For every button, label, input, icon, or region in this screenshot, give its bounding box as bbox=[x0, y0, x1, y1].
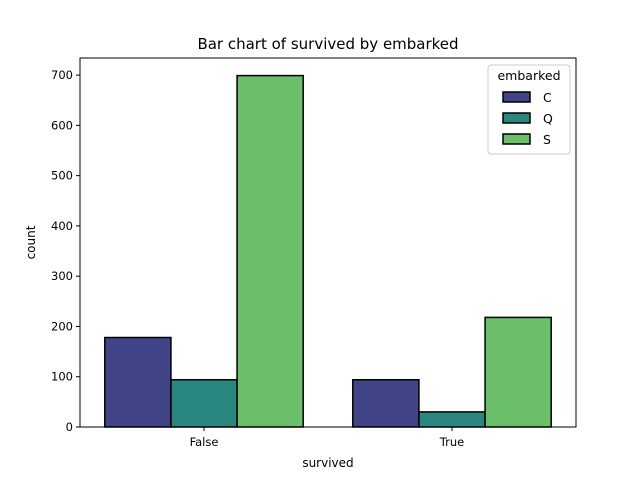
y-tick-label: 300 bbox=[51, 269, 73, 283]
plot-frame bbox=[79, 57, 577, 428]
bar-Q-True bbox=[418, 411, 486, 428]
legend-swatch-C bbox=[502, 91, 531, 103]
y-tick-label: 100 bbox=[51, 370, 73, 384]
bar-S-False bbox=[236, 74, 304, 428]
legend: embarked CQS bbox=[487, 64, 571, 155]
y-tick-label: 400 bbox=[51, 219, 73, 233]
bar-C-False bbox=[104, 336, 172, 428]
legend-label-S: S bbox=[543, 132, 551, 147]
legend-title: embarked bbox=[497, 68, 560, 83]
legend-swatch-Q bbox=[502, 112, 531, 124]
y-axis-ticks: 0 100 200 300 400 500 600 700 bbox=[51, 68, 80, 434]
y-tick-label: 500 bbox=[51, 169, 73, 183]
y-axis-label: count bbox=[24, 225, 38, 259]
y-tick-label: 700 bbox=[51, 68, 73, 82]
y-tick-label: 200 bbox=[51, 319, 73, 333]
bar-S-True bbox=[484, 316, 552, 428]
legend-label-C: C bbox=[543, 90, 552, 105]
y-tick-label: 600 bbox=[51, 118, 73, 132]
chart-title: Bar chart of survived by embarked bbox=[197, 35, 458, 53]
bars-group bbox=[104, 74, 552, 428]
legend-box bbox=[487, 64, 571, 155]
legend-swatch-S bbox=[502, 133, 531, 145]
y-tick-label: 0 bbox=[66, 420, 73, 434]
x-axis-ticks: False True bbox=[190, 427, 464, 449]
legend-label-Q: Q bbox=[543, 111, 553, 126]
x-axis-label: survived bbox=[302, 456, 353, 470]
bar-Q-False bbox=[170, 378, 238, 428]
x-tick-label: False bbox=[190, 435, 219, 449]
legend-items: CQS bbox=[502, 90, 553, 147]
bar-C-True bbox=[352, 378, 420, 428]
x-tick-label: True bbox=[439, 435, 464, 449]
